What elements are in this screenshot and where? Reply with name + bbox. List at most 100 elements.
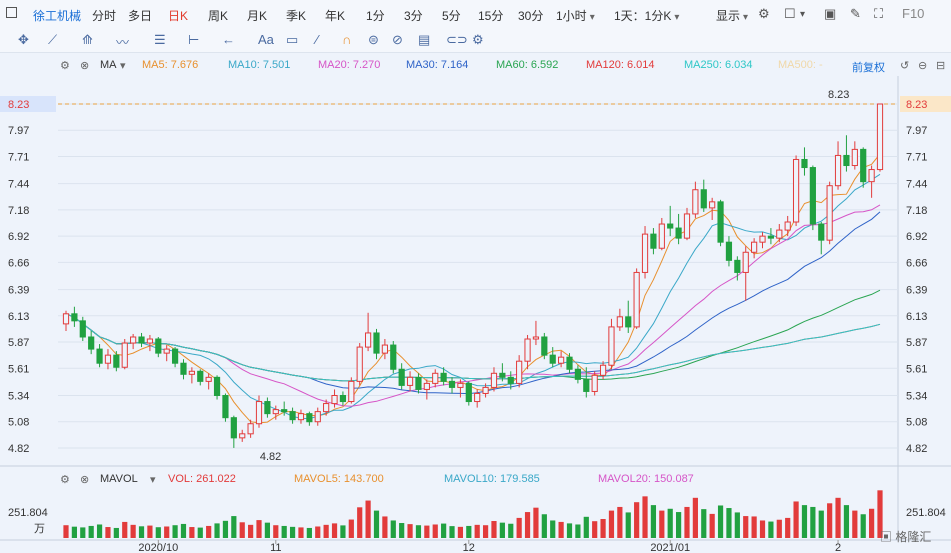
candle-body [792,158,800,223]
ma-close-icon[interactable]: ⊗ [80,60,90,72]
volume-bar [256,520,262,538]
range-tool-icon[interactable]: ⊢ [188,32,200,47]
arrow-tool-icon[interactable]: ← [222,32,235,47]
ma30-line [65,211,881,395]
tab-1min[interactable]: 1分 [366,9,385,23]
channel-tool-icon[interactable]: ⟰ [82,32,93,47]
f10-button[interactable]: F10 [902,6,925,21]
gear-icon[interactable]: ⚙ [758,6,770,21]
minus-icon[interactable]: ⊖ [918,60,928,72]
tab-30min[interactable]: 30分 [518,9,544,23]
vol-dropdown-icon[interactable]: ▾ [150,474,156,486]
top-toolbar: 徐工机械 分时 多日 日K 周K 月K 季K 年K 1分 3分 5分 15分 3… [0,0,951,29]
ma-dropdown-icon[interactable]: ▾ [120,60,126,72]
ma60-value: MA60: 6.592 [496,59,559,71]
candle-body [566,356,573,370]
line-tool-icon[interactable]: ⟋ [48,32,58,47]
restore-button[interactable]: 前复权 [852,62,885,74]
volume-bar [373,510,380,538]
y-tick-label-left: 8.23 [8,99,29,111]
volume-bar [138,526,145,538]
ma-label[interactable]: MA [100,59,117,71]
tab-monthly-k[interactable]: 月K [247,9,268,23]
tab-1day-1min[interactable]: 1天：1分K [614,7,679,24]
candle-body [155,338,162,354]
volume-bar [164,526,170,538]
note-tool-icon[interactable]: ▭ [286,32,299,47]
tab-quarterly-k[interactable]: 季K [286,9,307,23]
tab-intraday[interactable]: 分时 [92,9,117,23]
ma-settings-icon[interactable]: ⚙ [60,60,70,72]
candle-body [230,417,237,439]
tab-daily-k[interactable]: 日K [168,9,189,23]
text-tool-icon[interactable]: Aa [258,32,274,47]
candle-body [272,409,279,415]
crosshair-icon[interactable]: ✥ [18,32,29,47]
candle-body [104,354,112,364]
candle-body [709,201,716,209]
display-dropdown[interactable]: 显示 [716,7,748,24]
fullscreen-icon[interactable]: ⛶ [874,6,884,21]
volume-bar [63,525,69,538]
candle-body [625,316,632,328]
ma20-value: MA20: 7.270 [318,59,381,71]
brush-icon[interactable]: ✎ [850,6,861,21]
volume-bar [751,516,757,538]
window-square-icon[interactable] [6,7,17,18]
undo-icon[interactable]: ↺ [900,60,910,72]
tab-3min[interactable]: 3分 [404,9,423,23]
chevron-down-icon[interactable]: ▾ [800,9,806,20]
candle-body [88,336,95,350]
tab-15min[interactable]: 15分 [478,9,504,23]
volume-bar [96,524,103,538]
candle-body [121,342,128,368]
candle-body [264,401,271,415]
stock-name[interactable]: 徐工机械 [33,9,82,23]
candle-body [297,413,305,421]
lock-icon[interactable]: ⊜ [368,32,379,47]
volume-bar [575,524,581,538]
candle-body [79,320,86,338]
volume-bar [869,508,875,538]
tab-yearly-k[interactable]: 年K [325,9,346,23]
magnet-icon[interactable]: ∩ [342,32,352,47]
fib-tool-icon[interactable]: ☰ [154,32,166,47]
volume-bar [331,523,338,538]
volume-bar [206,525,212,538]
candle-body [667,223,674,229]
tab-multiday[interactable]: 多日 [128,9,153,23]
vol-settings-icon[interactable]: ⚙ [60,474,70,486]
settings-icon[interactable]: ⚙ [472,32,484,47]
ma30-value: MA30: 7.164 [406,59,469,71]
camera-icon[interactable]: ▣ [824,6,837,21]
volume-bar [827,503,833,538]
volume-bar [306,527,312,538]
candle-body [692,189,699,215]
volume-bar [701,509,707,538]
trash-icon[interactable]: ▤ [418,32,431,47]
wave-tool-icon[interactable]: 〰 [116,35,130,50]
y-tick-label-right: 6.39 [906,285,927,297]
candle-body [868,169,875,183]
tab-1hour[interactable]: 1小时 [556,7,595,24]
volume-bar [709,513,715,538]
vol-label[interactable]: MAVOL [100,473,138,485]
vol-axis-label-left: 251.804 [8,507,48,519]
candle-body [633,271,640,328]
vol-close-icon[interactable]: ⊗ [80,474,90,486]
volume-bar [692,497,698,538]
pen-icon[interactable]: ∕ [316,32,319,47]
ma10-line [65,173,881,420]
y-tick-label-left: 7.97 [8,125,29,137]
checkbox-icon[interactable]: ☐ [784,6,796,21]
volume-bar [180,523,187,538]
collapse-icon[interactable]: ⊟ [936,60,946,72]
candle-body [843,154,850,167]
tab-5min[interactable]: 5分 [442,9,461,23]
hide-icon[interactable]: ⊘ [392,32,403,47]
volume-bar [835,497,841,538]
link-icon[interactable]: ⊂⊃ [446,32,468,47]
volume-bar [508,523,514,538]
tab-weekly-k[interactable]: 周K [208,9,229,23]
volume-bar [323,524,329,538]
